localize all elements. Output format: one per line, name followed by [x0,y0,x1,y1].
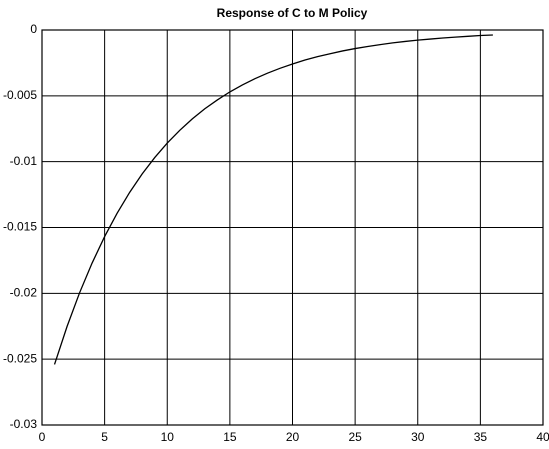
y-tick-label: -0.02 [10,286,38,300]
y-tick-label: -0.015 [3,220,37,234]
x-tick-label: 20 [286,430,300,444]
y-tick-label: -0.03 [10,417,38,431]
x-tick-label: 35 [474,430,488,444]
chart-title: Response of C to M Policy [217,6,368,20]
x-tick-label: 30 [411,430,425,444]
x-tick-label: 15 [223,430,237,444]
x-tick-label: 10 [161,430,175,444]
y-tick-label: 0 [30,22,37,36]
x-tick-label: 5 [101,430,108,444]
x-tick-label: 25 [348,430,362,444]
x-tick-label: 0 [39,430,46,444]
x-tick-label: 40 [536,430,549,444]
y-tick-label: -0.01 [10,154,38,168]
line [53,34,493,365]
y-tick-label: -0.025 [3,351,37,365]
y-tick-label: -0.005 [3,88,37,102]
